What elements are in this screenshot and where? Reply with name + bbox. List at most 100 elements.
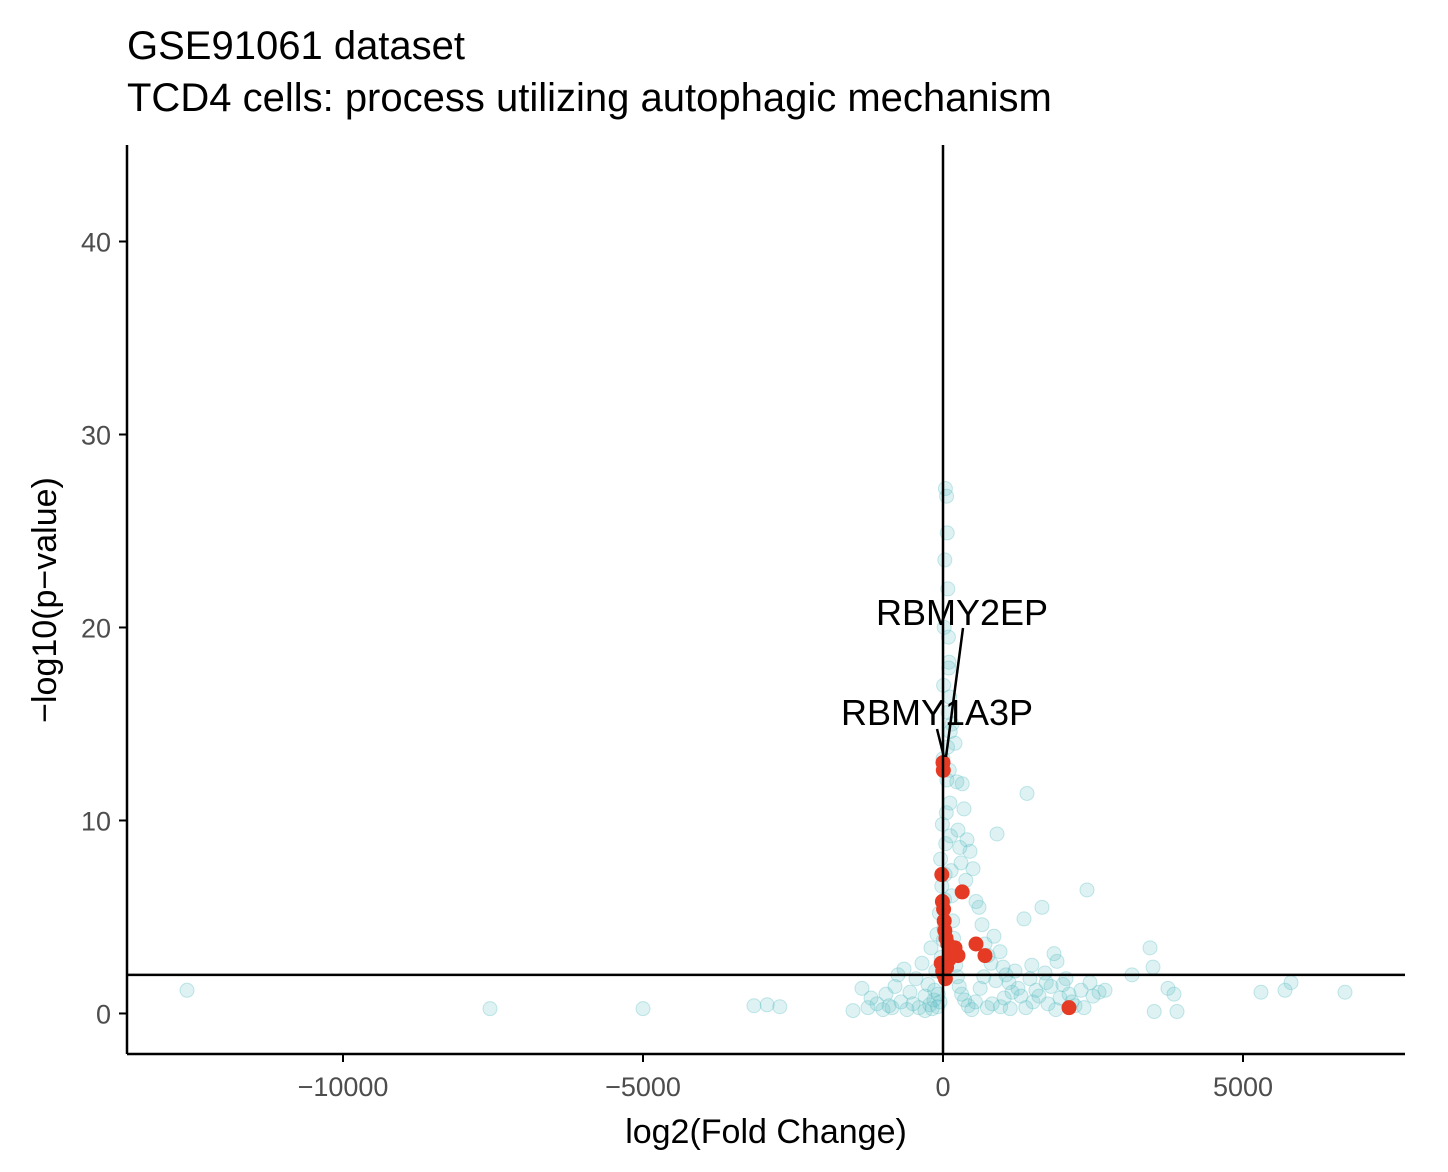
data-point (962, 843, 978, 859)
data-point (972, 980, 988, 996)
data-point (932, 994, 948, 1010)
reference-lines (127, 145, 1405, 1054)
data-point (942, 795, 958, 811)
data-point (967, 994, 983, 1010)
data-point (957, 992, 973, 1008)
label-leader-line (935, 728, 946, 758)
gene-label: RBMY2EP (876, 592, 1048, 633)
data-point (1010, 980, 1026, 996)
data-point (959, 832, 975, 848)
data-point (869, 996, 885, 1012)
data-point (923, 940, 939, 956)
data-point (1031, 988, 1047, 1004)
data-point (964, 1002, 980, 1018)
data-point (1253, 984, 1269, 1000)
y-tick-label: 0 (96, 999, 111, 1029)
data-point (927, 982, 943, 998)
data-point (1085, 988, 1101, 1004)
gene-label: RBMY1A3P (841, 692, 1033, 733)
data-point (976, 969, 992, 985)
data-point (1002, 1001, 1018, 1017)
data-point (993, 999, 1009, 1015)
data-point (772, 999, 788, 1015)
data-point (1091, 984, 1107, 1000)
y-tick-label: 40 (81, 227, 111, 257)
data-point (179, 982, 195, 998)
data-point (1079, 882, 1095, 898)
data-point (960, 998, 976, 1014)
data-point (926, 992, 942, 1008)
label-leader-line (944, 627, 965, 758)
data-point (1146, 1004, 1162, 1020)
data-point (953, 855, 969, 871)
data-point (893, 994, 909, 1010)
data-point (968, 894, 984, 910)
data-point (1028, 982, 1044, 998)
data-point (989, 826, 1005, 842)
data-point (759, 997, 775, 1013)
data-point (1046, 946, 1062, 962)
data-point (971, 899, 987, 915)
y-tick-label: 30 (81, 420, 111, 450)
data-point (1052, 990, 1068, 1006)
axes: −10000 −5000 0 5000 0 10 20 30 40 (81, 145, 1405, 1102)
data-point (1018, 1000, 1034, 1016)
data-point (887, 978, 903, 994)
data-point (992, 944, 1008, 960)
data-point (1019, 785, 1035, 801)
data-point (920, 977, 936, 993)
data-point (949, 774, 965, 790)
data-point (1037, 965, 1053, 981)
y-tick-label: 20 (81, 613, 111, 643)
data-point (930, 999, 946, 1015)
x-tick-label: 5000 (1213, 1072, 1273, 1102)
data-point (914, 955, 930, 971)
chart-subtitle: TCD4 cells: process utilizing autophagic… (127, 76, 1052, 120)
y-tick-label: 10 (81, 806, 111, 836)
data-point (974, 917, 990, 933)
data-point (635, 1001, 651, 1017)
data-point (1169, 1004, 1185, 1020)
data-point (951, 978, 967, 994)
chart-title: GSE91061 dataset (127, 24, 466, 68)
highlight-point (977, 948, 993, 964)
data-point (1283, 975, 1299, 991)
gene-labels: RBMY2EP RBMY1A3P (841, 592, 1048, 758)
highlight-point (941, 951, 957, 967)
y-axis-label: −log10(p−value) (26, 477, 64, 723)
data-point (939, 488, 955, 504)
data-point (940, 581, 956, 597)
data-point (1166, 986, 1182, 1002)
data-point (1025, 994, 1041, 1010)
data-point (954, 776, 970, 792)
data-point (746, 998, 762, 1014)
data-point (943, 828, 958, 844)
data-point (1082, 975, 1098, 991)
data-point (941, 660, 957, 676)
data-point (899, 1002, 915, 1018)
highlight-point (1061, 1000, 1077, 1016)
data-point (863, 990, 879, 1006)
data-point (854, 980, 870, 996)
data-point (1016, 911, 1032, 927)
data-point (1145, 959, 1161, 975)
data-point (924, 1001, 940, 1017)
data-point (952, 839, 968, 855)
data-point (996, 990, 1012, 1006)
background-gene-points (179, 481, 1353, 1020)
data-point (1142, 940, 1158, 956)
data-point (1337, 984, 1353, 1000)
highlight-point (954, 884, 970, 900)
data-point (1013, 988, 1029, 1004)
data-point (933, 851, 949, 867)
data-point (984, 996, 1000, 1012)
data-point (875, 1002, 891, 1018)
data-point (1024, 957, 1040, 973)
data-point (922, 997, 938, 1013)
data-point (1040, 996, 1056, 1012)
data-point (1048, 1002, 1064, 1018)
data-point (937, 552, 953, 568)
data-point (884, 1000, 900, 1016)
